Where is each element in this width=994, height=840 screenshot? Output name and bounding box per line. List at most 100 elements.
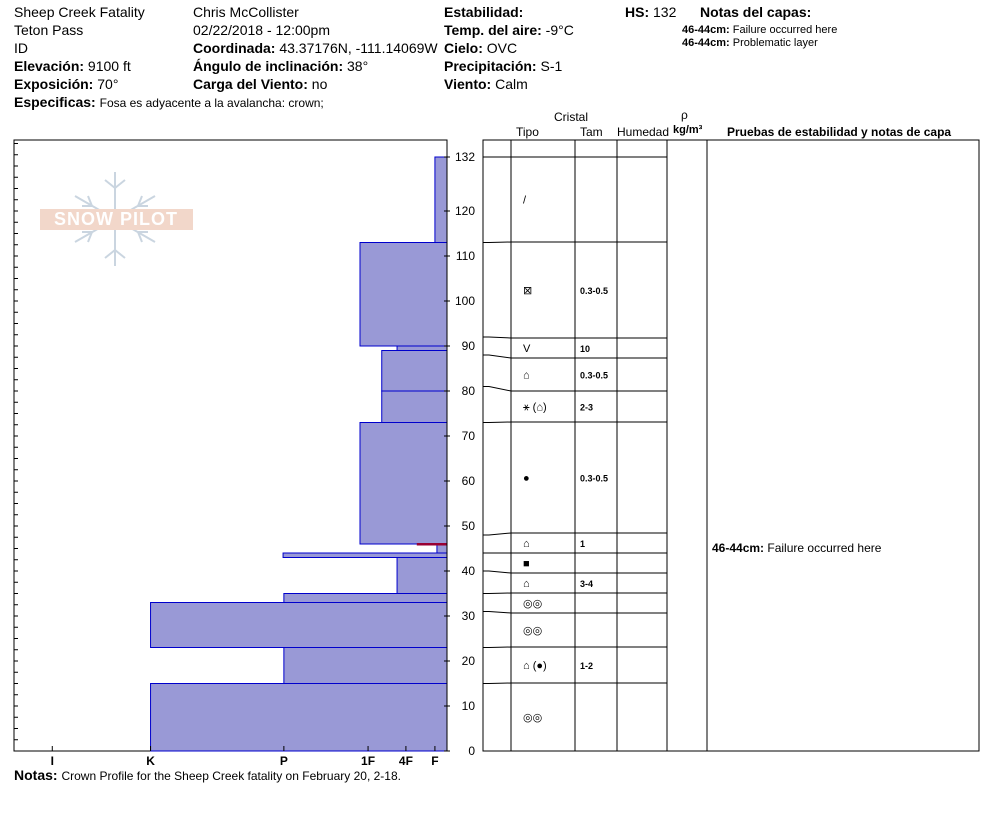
hardness-tick-label: I [51,754,54,768]
depth-tick-label: 60 [462,474,476,488]
crystal-size-value: 3-4 [580,579,593,589]
aspect-row: Exposición: 70° [14,75,118,93]
depth-tick-label: 20 [462,654,476,668]
coordinate-value: 43.37176N, -111.14069W [279,40,438,56]
crystal-size-value: 10 [580,344,590,354]
wind-load-row: Carga del Viento: no [193,75,327,93]
depth-tick-label: 10 [462,699,476,713]
layer-note-1: 46-44cm: Failure occurred here [682,24,837,36]
layer-notes-title: Notas del capas: [700,4,812,20]
depth-tick-label: 50 [462,519,476,533]
hardness-bar [283,647,448,684]
precip-value: S-1 [540,58,563,74]
elevation-row: Elevación: 9100 ft [14,57,131,75]
hardness-bar [150,683,448,752]
crystal-type-symbol: ◎◎ [523,712,542,724]
crystal-type-symbol: V [523,343,531,355]
depth-tick-label: 110 [456,249,475,263]
test-note-range: 46-44cm: [712,541,765,555]
crystal-type-symbol: ⊠ [523,285,532,297]
hardness-bar [150,602,448,648]
hardness-bar [381,350,448,392]
depth-tick-label: 40 [462,564,476,578]
notes-label: Notas: [14,767,58,783]
wind-label: Viento: [444,76,492,92]
hardness-tick-label: K [146,754,155,768]
depth-tick-label: 120 [455,204,475,218]
depth-tick-label: 100 [455,294,475,308]
crystal-type-symbol: ◎◎ [523,625,542,637]
crystal-size-value: 1 [580,539,585,549]
layer-connector [483,386,512,392]
hardness-bar [283,593,448,603]
hardness-bar [396,557,448,594]
hs-label: HS: [625,4,650,20]
crystal-type-symbol: ⌂ [523,538,530,550]
crystal-size-value: 0.3-0.5 [580,474,608,484]
crystal-size-value: 1-2 [580,661,593,671]
hardness-bar [359,242,448,347]
slope-value: 38° [347,58,369,74]
sky-label: Cielo: [444,40,483,56]
type-header: Tipo [516,125,539,139]
precip-label: Precipitación: [444,58,537,74]
depth-tick-label: 132 [455,150,475,164]
size-header: Tam [580,125,603,139]
crystal-type-symbol: / [523,195,527,207]
hardness-bar [434,156,448,243]
density-unit: kg/m³ [673,124,703,136]
layer-connector [483,532,512,536]
sky-value: OVC [486,40,518,56]
crystal-type-symbol: ⌂ [523,578,530,590]
location-name: Teton Pass [14,22,84,38]
crystal-type-symbol: ◎◎ [523,598,542,610]
layer-note-1-range: 46-44cm: [682,24,730,36]
profile-title: Sheep Creek Fatality [14,4,145,20]
hardness-bar [381,390,448,423]
specifics-value: Fosa es adyacente a la avalancha: crown; [99,96,324,110]
coordinate-label: Coordinada: [193,40,276,56]
layer-connector [483,592,512,594]
layer-note-2-text: Problematic layer [732,37,818,49]
depth-tick-label: 30 [462,609,476,623]
observer-name: Chris McCollister [193,4,299,20]
test-note-text: Failure occurred here [767,541,882,555]
coordinate-row: Coordinada: 43.37176N, -111.14069W [193,39,438,57]
layer-connector [483,570,512,574]
snowpilot-logo: SNOW PILOT [40,172,193,266]
crystal-type-symbol: ⌂ [523,370,530,382]
wind-row: Viento: Calm [444,75,528,93]
layer-connector [483,646,512,648]
crystal-type-symbol: ● [523,473,530,485]
crystal-type-symbol: ⌂ (●) [523,660,547,672]
stability-row: Estabilidad: [444,3,523,21]
crystal-type-symbol: ■ [523,558,530,570]
hardness-tick-label: P [280,754,288,768]
precip-row: Precipitación: S-1 [444,57,562,75]
layer-note-2: 46-44cm: Problematic layer [682,37,818,49]
failure-layer-marker [416,543,447,546]
elevation-value: 9100 ft [87,58,131,74]
depth-tick-label: 0 [468,744,475,758]
hardness-bar [396,345,448,351]
crystal-size-value: 2-3 [580,403,593,413]
layer-note-1-text: Failure occurred here [732,24,838,36]
crystal-size-value: 0.3-0.5 [580,286,608,296]
slope-label: Ángulo de inclinación: [193,58,344,74]
air-temp-row: Temp. del aire: -9°C [444,21,574,39]
crystal-size-value: 0.3-0.5 [580,371,608,381]
test-note: 46-44cm: Failure occurred here [712,541,881,555]
hardness-bar [359,422,448,545]
wind-load-value: no [311,76,328,92]
wind-value: Calm [495,76,528,92]
layer-connector [483,241,512,243]
state-name: ID [14,40,28,56]
air-temp-value: -9°C [545,22,574,38]
notes-row: Notas: Crown Profile for the Sheep Creek… [14,766,401,785]
logo-band [40,209,193,230]
density-symbol: ρ [681,108,688,122]
sky-row: Cielo: OVC [444,39,517,57]
depth-tick-label: 90 [462,339,476,353]
layer-connector [483,611,512,614]
